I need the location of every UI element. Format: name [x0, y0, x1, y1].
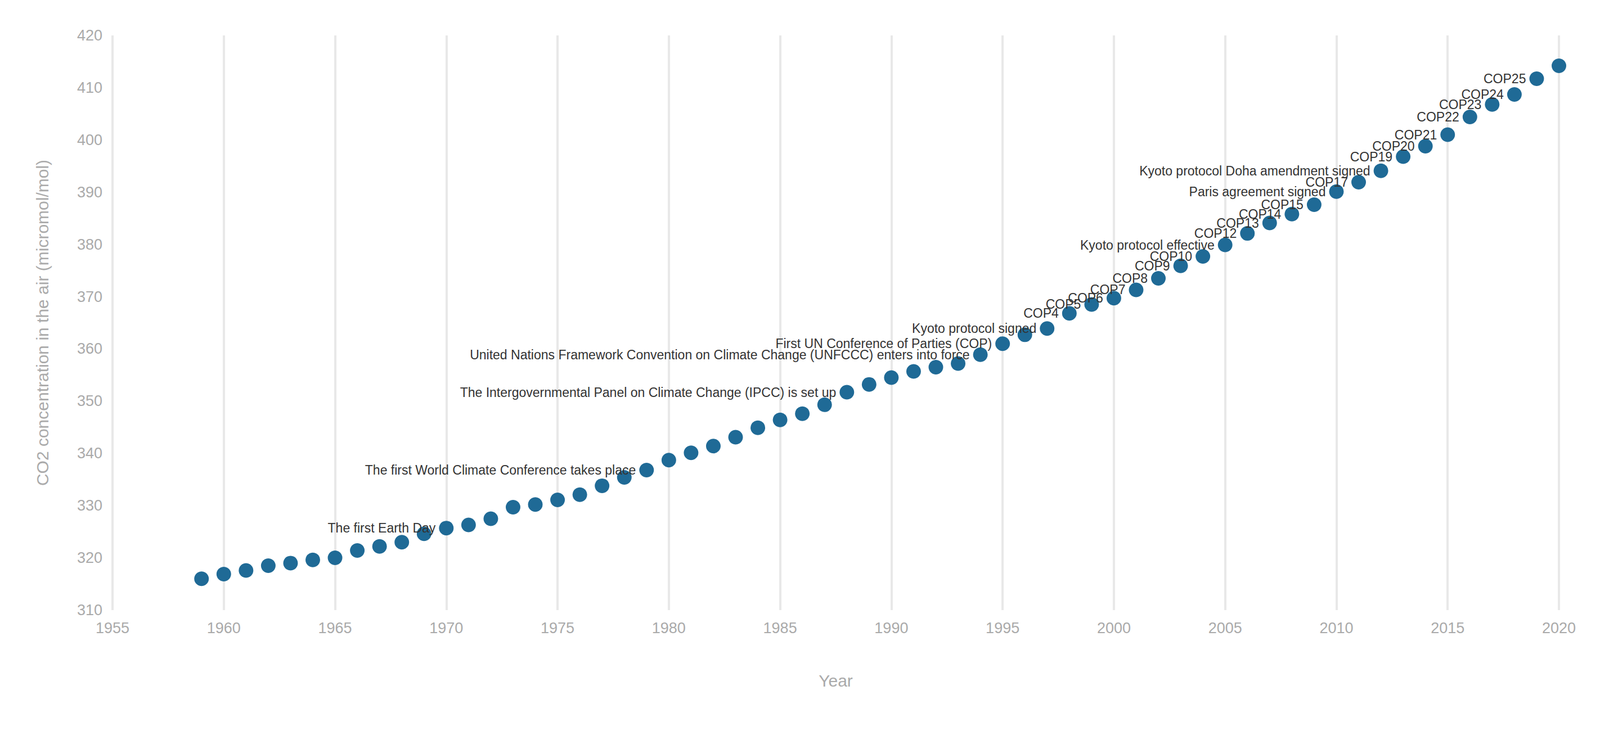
- svg-text:1965: 1965: [317, 619, 352, 637]
- svg-text:340: 340: [77, 445, 103, 462]
- svg-text:COP7: COP7: [1090, 282, 1126, 298]
- svg-text:2020: 2020: [1542, 619, 1576, 637]
- svg-text:Kyoto protocol effective: Kyoto protocol effective: [1080, 237, 1215, 253]
- svg-text:Year: Year: [818, 671, 853, 691]
- svg-text:COP14: COP14: [1238, 206, 1282, 222]
- svg-text:1970: 1970: [429, 619, 464, 637]
- svg-text:330: 330: [77, 497, 103, 515]
- svg-text:The Intergovernmental Panel on: The Intergovernmental Panel on Climate C…: [460, 385, 837, 400]
- svg-text:1990: 1990: [874, 619, 909, 637]
- svg-text:COP24: COP24: [1461, 87, 1504, 102]
- svg-text:COP6: COP6: [1067, 291, 1104, 306]
- svg-text:COP4: COP4: [1023, 306, 1059, 321]
- svg-text:The first World Climate Confer: The first World Climate Conference takes…: [365, 463, 637, 478]
- svg-text:400: 400: [77, 131, 103, 149]
- svg-text:2010: 2010: [1319, 619, 1354, 637]
- svg-text:1960: 1960: [207, 619, 241, 637]
- svg-text:2015: 2015: [1430, 619, 1465, 637]
- svg-text:The first Earth Day: The first Earth Day: [327, 520, 437, 536]
- svg-text:CO2 concentration in the air (: CO2 concentration in the air (micromol/m…: [33, 159, 52, 487]
- svg-text:1955: 1955: [95, 619, 130, 637]
- svg-text:380: 380: [77, 236, 103, 254]
- svg-text:1985: 1985: [763, 619, 798, 637]
- svg-text:COP23: COP23: [1439, 97, 1482, 112]
- svg-text:1975: 1975: [540, 619, 575, 637]
- svg-text:310: 310: [77, 601, 103, 619]
- svg-text:COP13: COP13: [1216, 215, 1259, 231]
- svg-text:COP12: COP12: [1194, 226, 1237, 241]
- svg-text:United Nations Framework Conve: United Nations Framework Convention on C…: [469, 347, 970, 363]
- svg-text:2000: 2000: [1097, 619, 1131, 637]
- svg-text:COP9: COP9: [1134, 258, 1170, 274]
- svg-text:COP10: COP10: [1149, 249, 1193, 264]
- svg-text:First UN Conference of Parties: First UN Conference of Parties (COP): [775, 336, 992, 352]
- svg-text:COP15: COP15: [1260, 197, 1303, 213]
- svg-text:350: 350: [77, 392, 103, 410]
- svg-text:360: 360: [77, 340, 103, 358]
- svg-text:410: 410: [77, 79, 103, 97]
- svg-text:1980: 1980: [652, 619, 686, 637]
- svg-text:Paris agreement signed: Paris agreement signed: [1189, 184, 1326, 200]
- svg-text:COP22: COP22: [1416, 109, 1459, 125]
- svg-text:390: 390: [77, 183, 103, 201]
- svg-text:2005: 2005: [1208, 619, 1243, 637]
- svg-text:COP25: COP25: [1483, 71, 1526, 87]
- svg-text:COP19: COP19: [1350, 149, 1393, 164]
- svg-text:420: 420: [77, 27, 103, 44]
- svg-text:370: 370: [77, 288, 103, 306]
- svg-text:COP17: COP17: [1305, 175, 1348, 190]
- svg-text:1995: 1995: [985, 619, 1020, 637]
- svg-text:COP5: COP5: [1045, 297, 1081, 312]
- svg-text:COP8: COP8: [1112, 271, 1148, 286]
- svg-text:COP20: COP20: [1372, 138, 1415, 154]
- svg-text:COP21: COP21: [1394, 127, 1437, 143]
- svg-text:Kyoto protocol Doha amendment: Kyoto protocol Doha amendment signed: [1139, 163, 1370, 179]
- svg-text:320: 320: [77, 549, 103, 567]
- svg-text:Kyoto protocol signed: Kyoto protocol signed: [911, 321, 1037, 336]
